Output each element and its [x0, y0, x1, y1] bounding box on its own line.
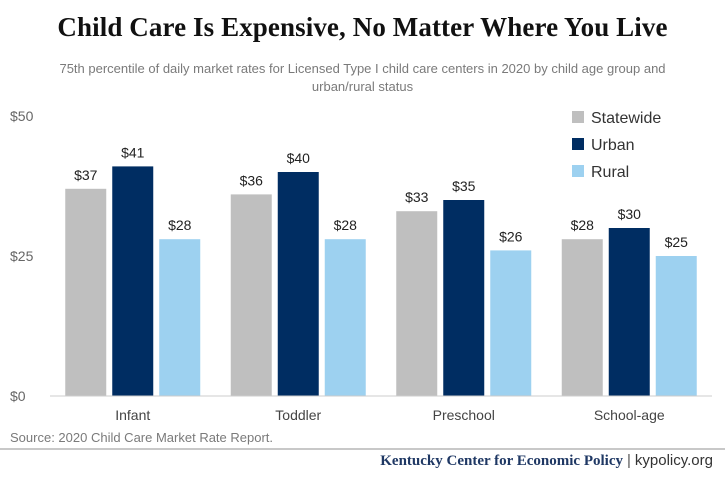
bar-rural-school-age	[655, 256, 697, 396]
bar-statewide-infant	[65, 188, 107, 396]
category-labels: Infant Toddler Preschool School-age	[115, 407, 665, 423]
data-label: $26	[499, 228, 523, 244]
legend-label-urban: Urban	[591, 137, 635, 154]
chart-subtitle: 75th percentile of daily market rates fo…	[59, 61, 666, 94]
chart-title: Child Care Is Expensive, No Matter Where…	[57, 12, 668, 42]
footer-divider	[0, 448, 725, 450]
y-axis-ticks: $0 $25 $50	[10, 108, 34, 404]
bar-urban-preschool	[443, 200, 485, 396]
x-category-label: Toddler	[275, 407, 321, 423]
x-category-label: Preschool	[433, 407, 495, 423]
data-label: $40	[287, 150, 311, 166]
data-label: $35	[452, 178, 476, 194]
legend: Statewide Urban Rural	[572, 110, 661, 181]
data-label: $41	[121, 144, 145, 160]
data-label: $28	[334, 217, 358, 233]
data-label-group: $37 $41 $28 $36 $40 $28 $33 $35 $26 $28 $30 $25	[74, 144, 688, 250]
footer-separator: |	[627, 452, 631, 469]
bar-group	[65, 166, 697, 396]
legend-swatch-urban	[572, 138, 584, 150]
data-label: $33	[405, 189, 429, 205]
bar-urban-school-age	[608, 228, 650, 396]
data-label: $25	[665, 234, 689, 250]
y-tick-label: $25	[10, 248, 34, 264]
x-category-label: Infant	[115, 407, 150, 423]
source-note: Source: 2020 Child Care Market Rate Repo…	[10, 430, 274, 445]
legend-label-rural: Rural	[591, 164, 629, 181]
bar-rural-toddler	[324, 239, 366, 396]
data-label: $36	[240, 172, 264, 188]
footer-site[interactable]: kypolicy.org	[634, 452, 713, 469]
bar-statewide-school-age	[561, 239, 603, 396]
legend-label-statewide: Statewide	[591, 110, 661, 127]
data-label: $28	[571, 217, 595, 233]
data-label: $30	[618, 206, 642, 222]
footer-org: Kentucky Center for Economic Policy	[380, 453, 623, 469]
data-label: $28	[168, 217, 192, 233]
bar-statewide-toddler	[230, 194, 272, 396]
x-category-label: School-age	[594, 407, 665, 423]
y-tick-label: $50	[10, 108, 34, 124]
bar-urban-infant	[112, 166, 154, 396]
data-label: $37	[74, 167, 98, 183]
y-tick-label: $0	[10, 388, 26, 404]
bar-statewide-preschool	[396, 211, 438, 396]
bar-urban-toddler	[277, 172, 319, 396]
bar-rural-infant	[159, 239, 201, 396]
bar-rural-preschool	[490, 250, 532, 396]
legend-swatch-statewide	[572, 111, 584, 123]
footer-credit: Kentucky Center for Economic Policy | kypo…	[380, 452, 713, 470]
legend-swatch-rural	[572, 165, 584, 177]
